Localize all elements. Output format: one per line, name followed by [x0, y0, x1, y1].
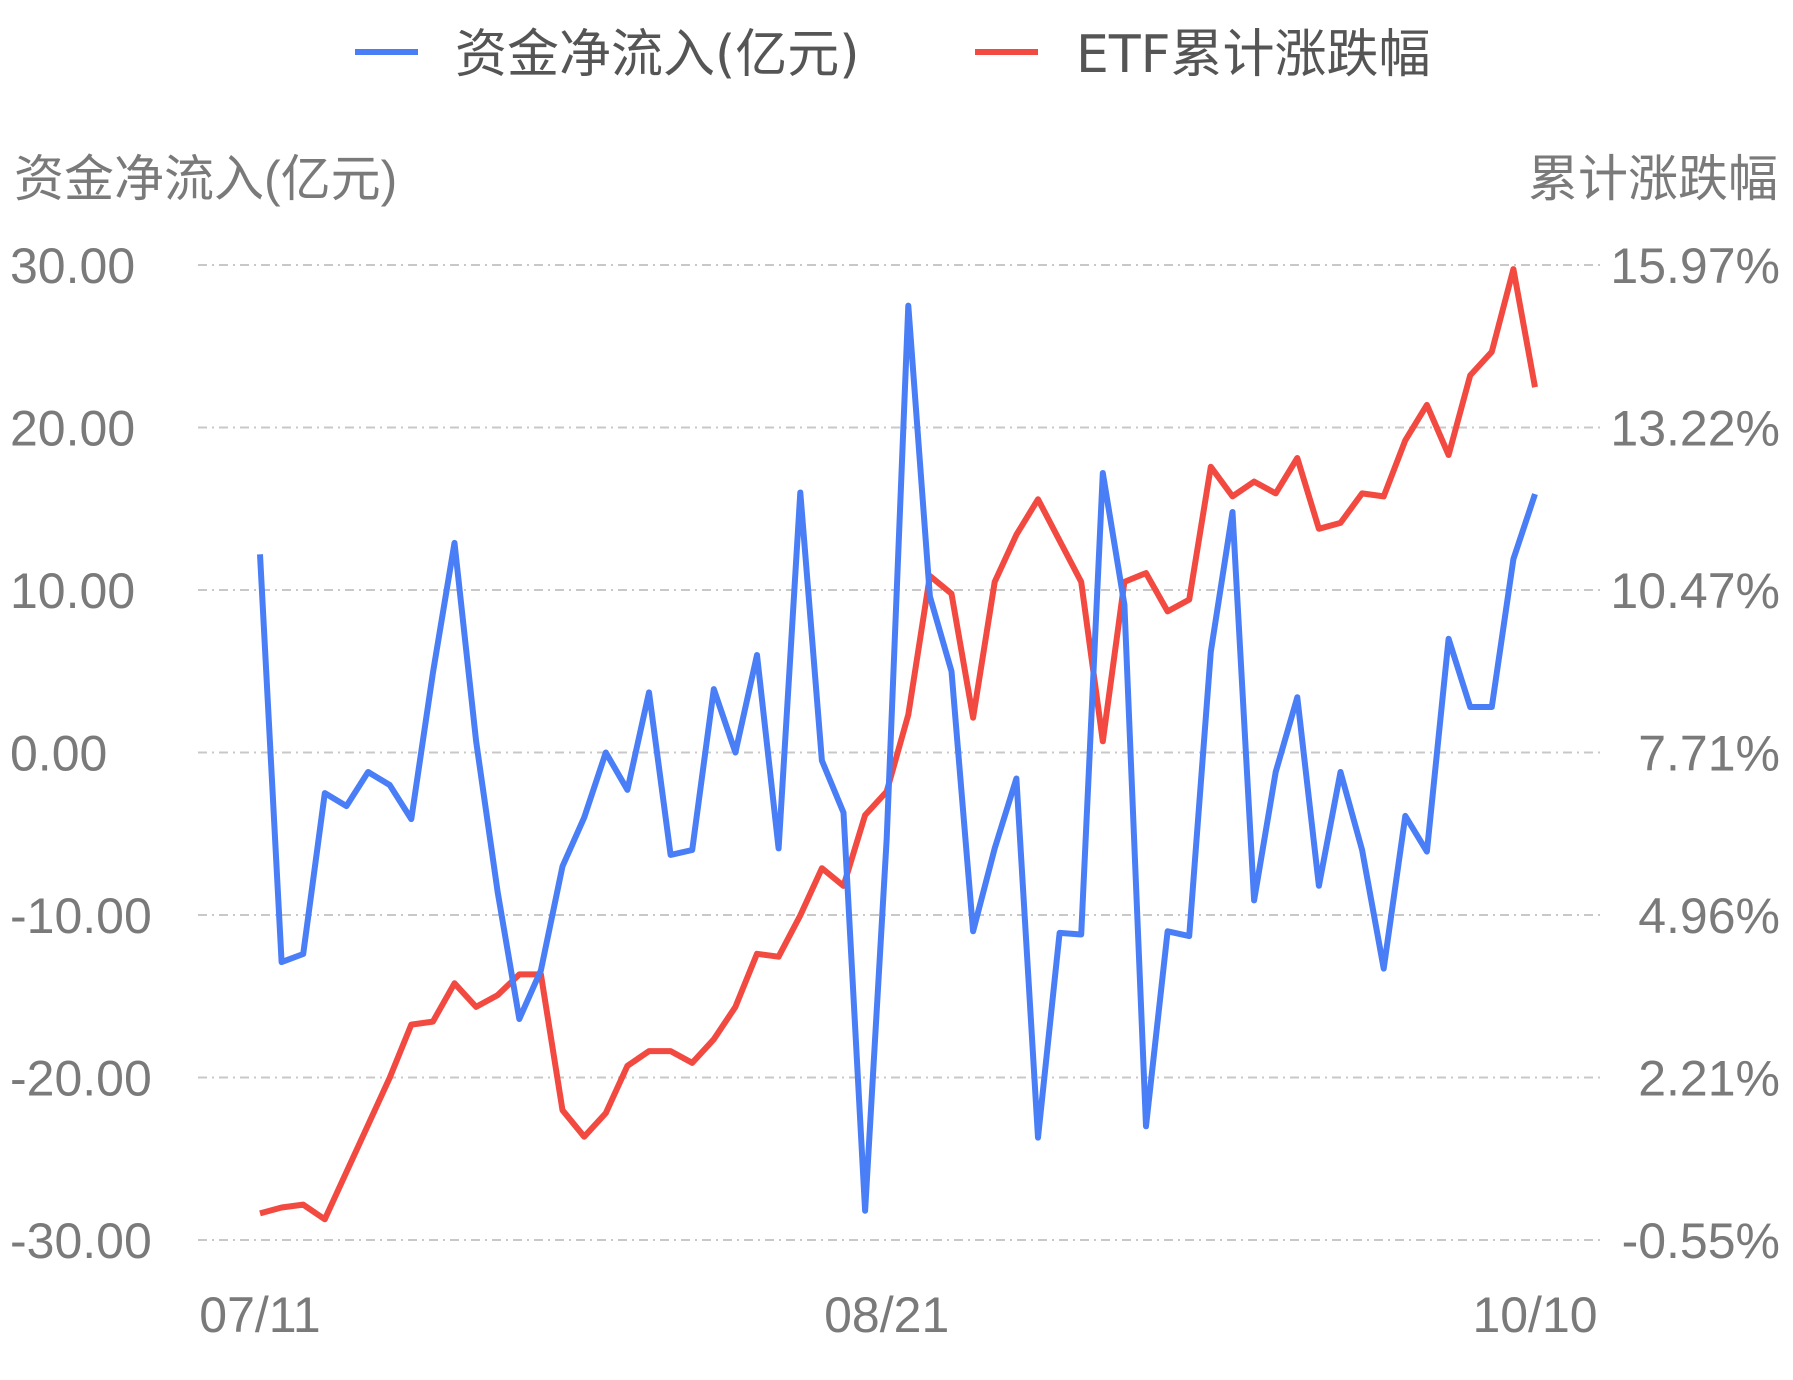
- left-tick-label: -20.00: [10, 1051, 152, 1107]
- right-tick-label: 15.97%: [1610, 238, 1780, 294]
- legend-label-1: ETF累计涨跌幅: [1076, 25, 1431, 85]
- x-tick-label: 10/10: [1472, 1287, 1597, 1343]
- right-axis-title: 累计涨跌幅: [1528, 151, 1778, 207]
- x-tick-label: 08/21: [824, 1287, 949, 1343]
- left-tick-label: 10.00: [10, 563, 135, 619]
- left-axis-title: 资金净流入(亿元): [14, 151, 397, 207]
- right-tick-label: 10.47%: [1610, 563, 1780, 619]
- left-axis-ticks: 30.00 20.00 10.00 0.00 -10.00 -20.00 -30.00: [10, 238, 152, 1269]
- right-axis-ticks: 15.97% 13.22% 10.47% 7.71% 4.96% 2.21% -0.55%: [1610, 238, 1780, 1269]
- right-tick-label: 13.22%: [1610, 401, 1780, 457]
- legend-label-0: 资金净流入(亿元): [455, 25, 860, 85]
- left-tick-label: 20.00: [10, 401, 135, 457]
- series-line-etf-return: [259, 266, 1538, 1223]
- x-tick-label: 07/11: [199, 1287, 320, 1343]
- left-tick-label: 0.00: [10, 726, 107, 782]
- right-tick-label: -0.55%: [1622, 1213, 1780, 1269]
- series-line-net-inflow: [257, 302, 1538, 1214]
- series-lines: [257, 266, 1538, 1223]
- left-tick-label: -30.00: [10, 1213, 152, 1269]
- left-tick-label: 30.00: [10, 238, 135, 294]
- x-axis-ticks: 07/11 08/21 10/10: [199, 1287, 1597, 1343]
- right-tick-label: 4.96%: [1638, 888, 1780, 944]
- right-tick-label: 7.71%: [1638, 726, 1780, 782]
- legend: 资金净流入(亿元) ETF累计涨跌幅: [355, 25, 1431, 85]
- left-tick-label: -10.00: [10, 888, 152, 944]
- right-tick-label: 2.21%: [1638, 1051, 1780, 1107]
